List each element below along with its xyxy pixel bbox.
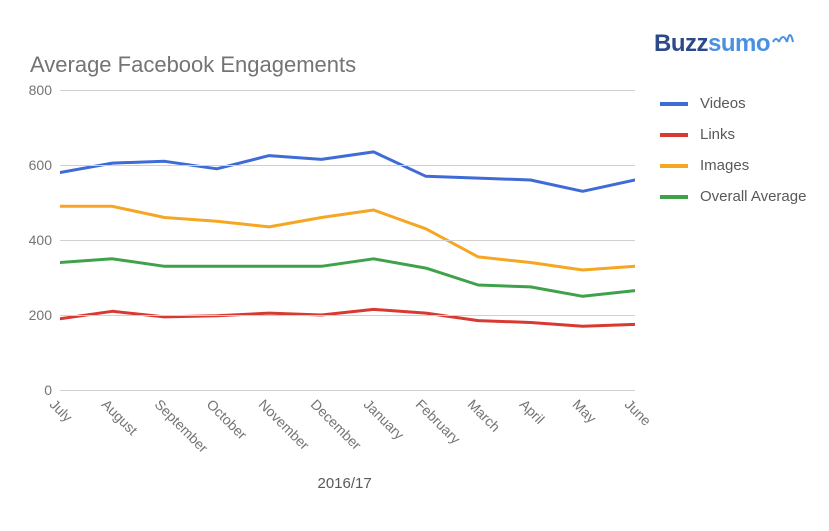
x-tick-label: October xyxy=(203,396,250,443)
series-line xyxy=(60,309,635,326)
gridline xyxy=(60,315,635,316)
legend-swatch xyxy=(660,133,688,137)
brand-part1: Buzz xyxy=(654,30,708,57)
legend-swatch xyxy=(660,195,688,199)
gridline xyxy=(60,390,635,391)
gridline xyxy=(60,165,635,166)
chart-title: Average Facebook Engagements xyxy=(30,52,356,78)
x-tick-label: April xyxy=(517,396,548,427)
legend-item: Links xyxy=(660,126,806,143)
x-tick-label: January xyxy=(360,396,407,443)
legend-label: Overall Average xyxy=(700,188,806,205)
x-tick-label: February xyxy=(413,396,464,447)
legend-label: Images xyxy=(700,157,749,174)
x-tick-label: May xyxy=(569,396,599,426)
chart-plot-area: 0200400600800JulyAugustSeptemberOctoberN… xyxy=(60,90,635,390)
legend-item: Overall Average xyxy=(660,188,806,205)
brand-wave-icon xyxy=(772,30,794,51)
legend-item: Images xyxy=(660,157,806,174)
brand-logo: Buzzsumo xyxy=(654,30,794,58)
chart-legend: Videos Links Images Overall Average xyxy=(660,95,806,219)
y-tick-label: 800 xyxy=(29,82,52,98)
legend-label: Videos xyxy=(700,95,746,112)
x-tick-label: November xyxy=(256,396,313,453)
y-tick-label: 600 xyxy=(29,157,52,173)
x-axis-title: 2016/17 xyxy=(318,475,372,492)
x-tick-label: July xyxy=(47,396,76,425)
x-tick-label: December xyxy=(308,396,365,453)
y-tick-label: 0 xyxy=(44,382,52,398)
legend-item: Videos xyxy=(660,95,806,112)
legend-label: Links xyxy=(700,126,735,143)
legend-swatch xyxy=(660,164,688,168)
gridline xyxy=(60,90,635,91)
brand-part2: sumo xyxy=(708,30,770,57)
x-tick-label: June xyxy=(622,396,655,429)
y-tick-label: 400 xyxy=(29,232,52,248)
x-tick-label: August xyxy=(99,396,141,438)
legend-swatch xyxy=(660,102,688,106)
x-tick-label: March xyxy=(465,396,504,435)
gridline xyxy=(60,240,635,241)
series-line xyxy=(60,152,635,191)
series-line xyxy=(60,206,635,270)
y-tick-label: 200 xyxy=(29,307,52,323)
x-tick-label: September xyxy=(151,396,211,456)
